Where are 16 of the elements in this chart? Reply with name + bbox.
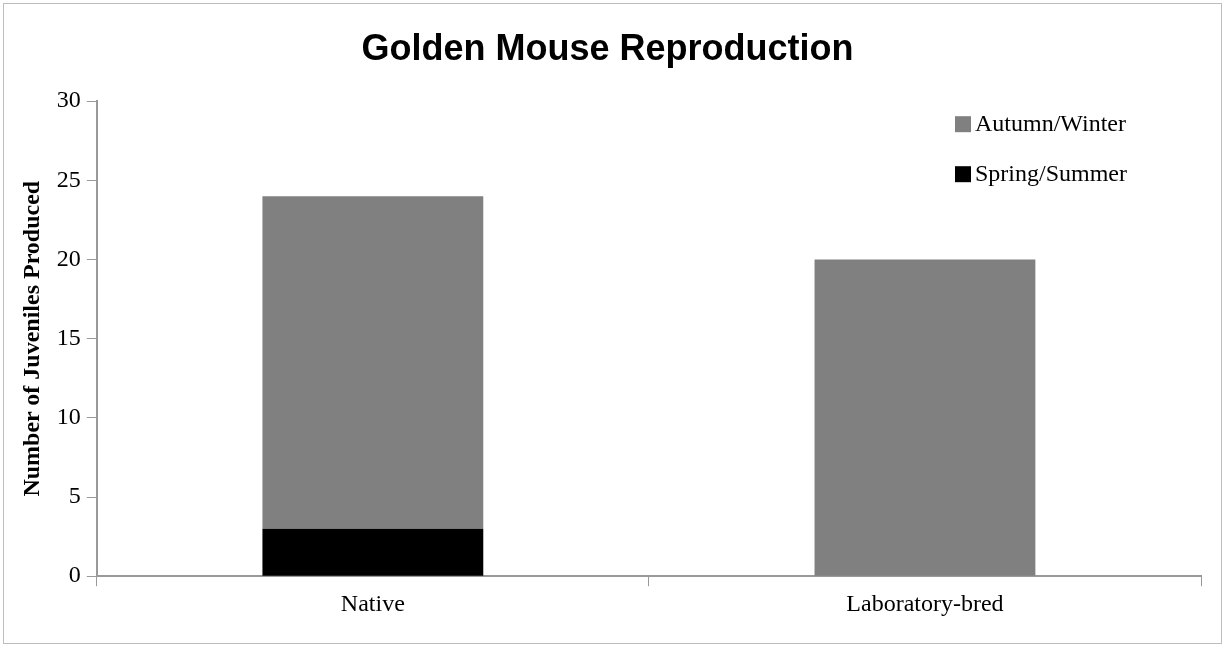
bar — [814, 259, 1036, 576]
y-tick-label: 15 — [56, 324, 81, 350]
x-tick-label: Laboratory-bred — [846, 589, 1004, 616]
legend-label: Spring/Summer — [975, 160, 1128, 187]
bar — [262, 528, 484, 576]
y-tick-label: 25 — [56, 165, 81, 192]
y-tick-label: 10 — [56, 403, 81, 430]
chart-title: Golden Mouse Reproduction — [361, 26, 854, 68]
x-tick-label: Native — [340, 589, 405, 616]
y-tick-label: 30 — [56, 86, 81, 113]
y-tick-label: 5 — [68, 482, 81, 509]
y-tick-label: 20 — [56, 244, 81, 271]
y-tick-label: 0 — [68, 561, 81, 588]
y-axis-title: Number of Juveniles Produced — [17, 180, 44, 497]
bar — [262, 196, 484, 529]
legend-label: Autumn/Winter — [975, 110, 1127, 137]
